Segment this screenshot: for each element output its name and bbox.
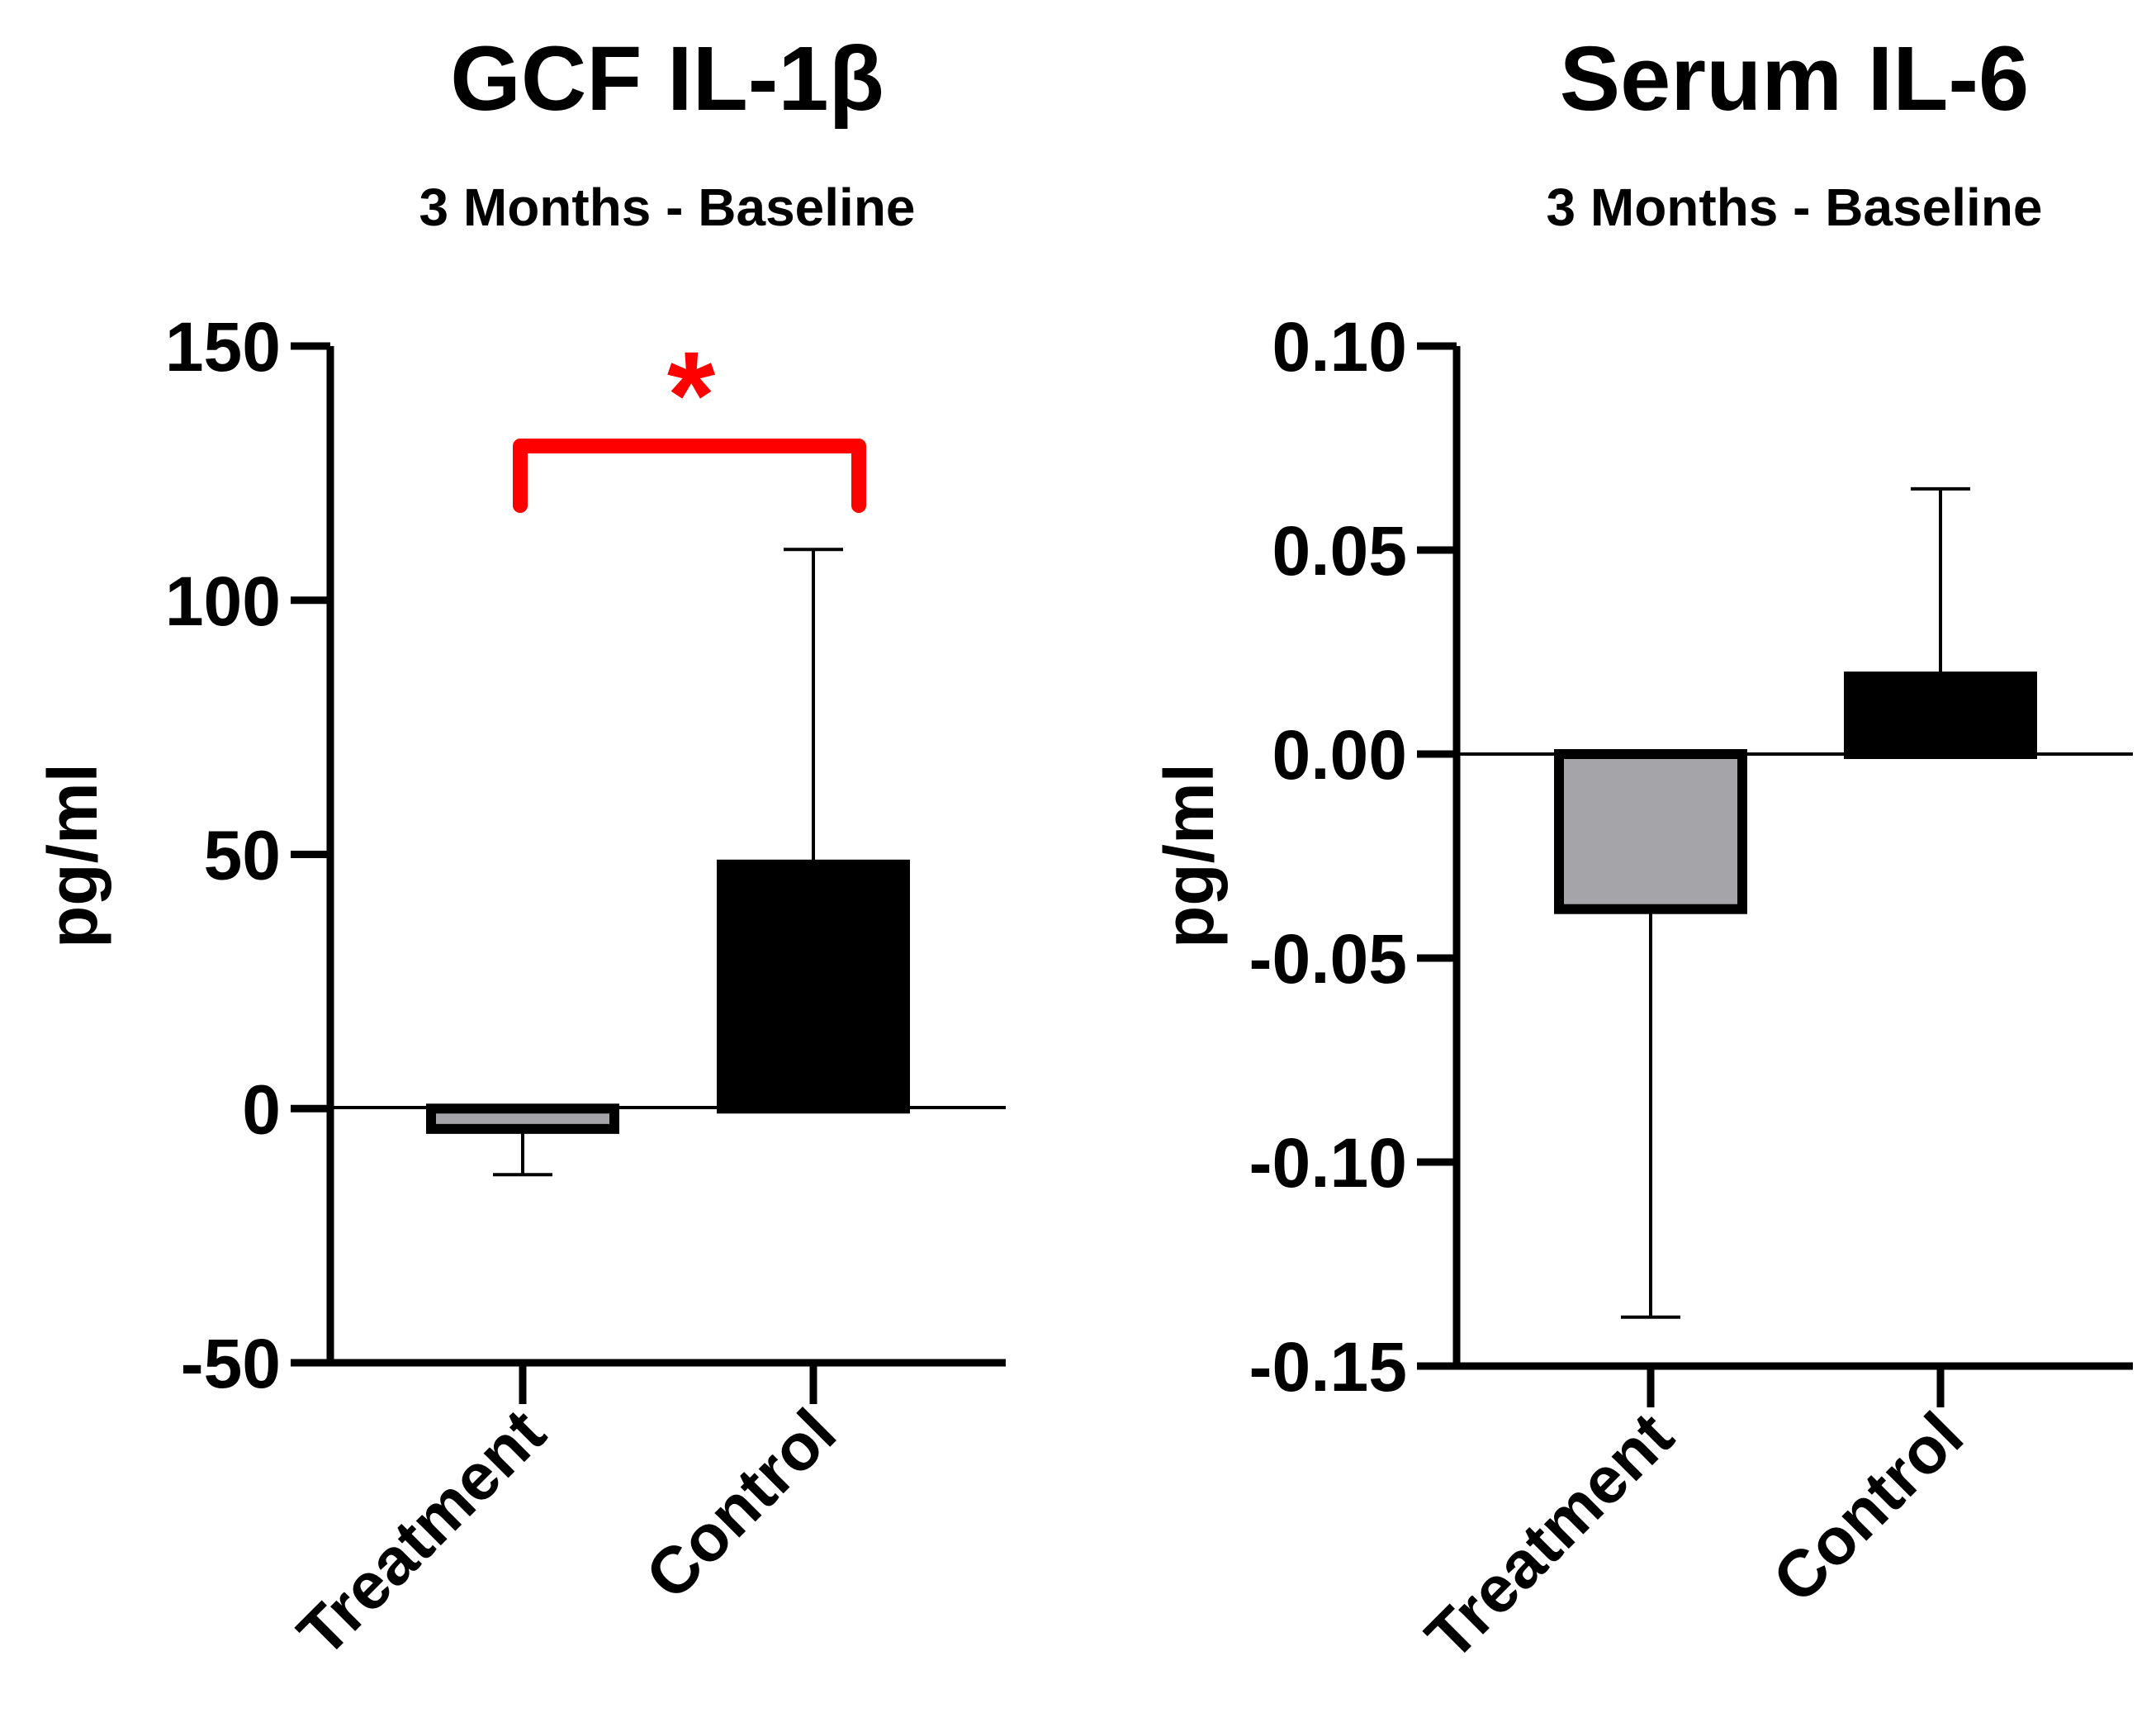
bar-treatment xyxy=(1554,749,1747,914)
bar-treatment xyxy=(426,1103,619,1134)
bar-control xyxy=(1844,671,2037,760)
y-axis-label: pg/ml xyxy=(34,763,111,948)
y-tick-label: 0.05 xyxy=(1272,512,1408,590)
y-tick-label: 0 xyxy=(242,1070,281,1148)
y-ticks: -0.15 -0.10 -0.05 0.00 0.05 0.10 xyxy=(1249,308,1457,1406)
chart-title: GCF IL-1β xyxy=(450,28,884,130)
error-bars xyxy=(493,548,843,1177)
y-tick-label: -0.05 xyxy=(1249,920,1407,998)
y-tick-label: -0.10 xyxy=(1249,1124,1407,1202)
y-axis-label: pg/ml xyxy=(1150,763,1228,948)
category-label-treatment: Treatment xyxy=(284,1395,559,1670)
error-bar-control xyxy=(784,548,843,865)
category-label-treatment: Treatment xyxy=(1412,1398,1687,1673)
error-bar-treatment xyxy=(1621,909,1680,1319)
y-tick-label: 150 xyxy=(165,308,281,386)
significance-asterisk: * xyxy=(667,325,716,464)
chart-serum-il6: Serum IL-6 3 Months - Baseline pg/ml -0.… xyxy=(1150,28,2133,1673)
y-tick-label: -0.15 xyxy=(1249,1328,1407,1406)
category-label-control: Control xyxy=(632,1395,850,1613)
bars xyxy=(426,859,910,1134)
chart-subtitle: 3 Months - Baseline xyxy=(419,178,916,237)
chart-gcf-il1b: GCF IL-1β 3 Months - Baseline pg/ml -50 0… xyxy=(34,28,1006,1670)
y-ticks: -50 0 50 100 150 xyxy=(165,308,330,1402)
bar-control xyxy=(717,859,910,1114)
significance-bracket xyxy=(513,439,866,513)
chart-title: Serum IL-6 xyxy=(1560,28,2029,130)
bars xyxy=(1554,671,2037,914)
category-label-control: Control xyxy=(1759,1398,1977,1616)
y-tick-label: 50 xyxy=(204,817,281,894)
y-tick-label: 0.00 xyxy=(1272,716,1408,794)
y-tick-label: -50 xyxy=(181,1325,281,1402)
y-tick-label: 100 xyxy=(165,562,281,640)
chart-subtitle: 3 Months - Baseline xyxy=(1547,178,2043,237)
error-bar-treatment xyxy=(493,1128,552,1177)
error-bars xyxy=(1621,486,1970,1319)
y-tick-label: 0.10 xyxy=(1272,308,1408,386)
error-bar-control xyxy=(1911,486,1970,677)
